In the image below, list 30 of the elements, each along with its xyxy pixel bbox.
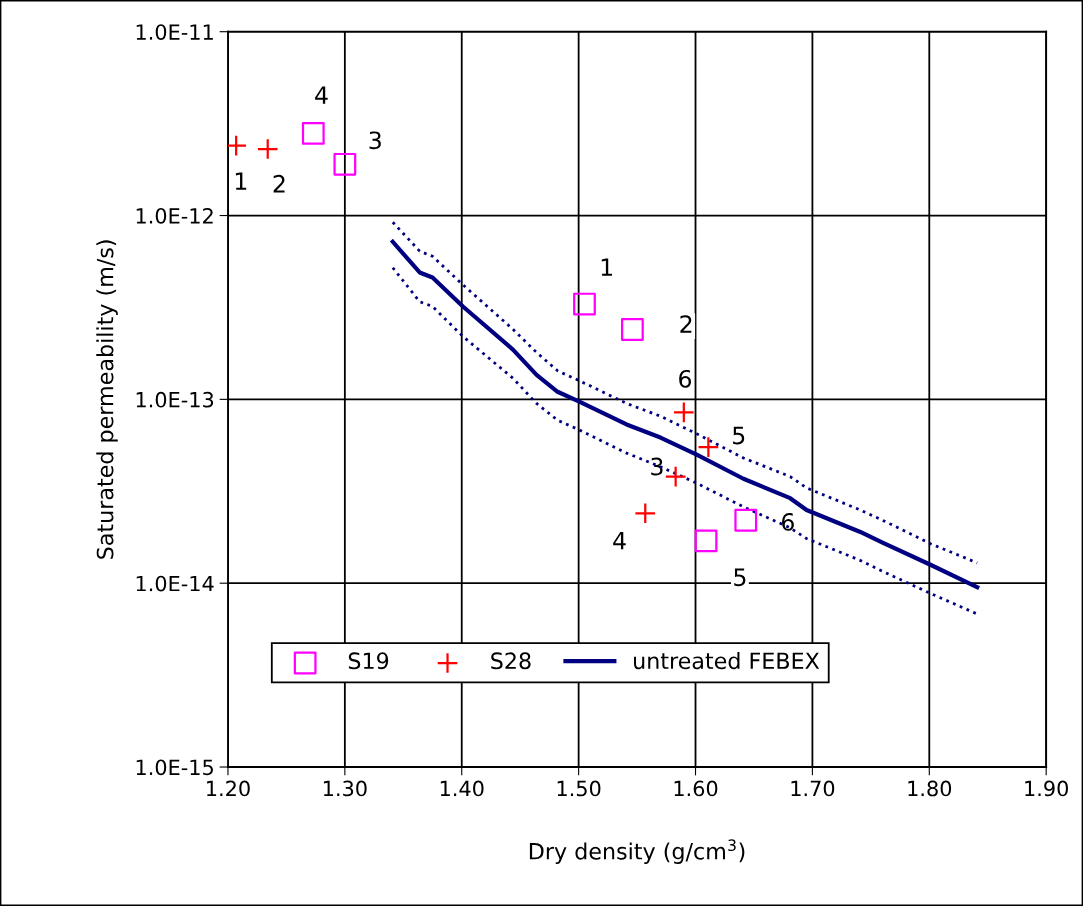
x-tick-label: 1.70 <box>791 780 835 797</box>
y-tick-label: 1.0E-15 <box>136 759 213 776</box>
y-axis-title: Saturated permeability (m/s) <box>96 240 118 559</box>
x-tick-label: 1.80 <box>908 780 952 797</box>
legend-label: S19 <box>348 652 389 670</box>
y-tick-label: 1.0E-13 <box>136 391 214 408</box>
x-tick-label: 1.50 <box>557 780 601 797</box>
x-axis-title: Dry density (g/cm$^{3}$) <box>529 839 745 864</box>
x-tick-label: 1.90 <box>1025 780 1068 797</box>
y-tick-label: 1.0E-12 <box>136 207 213 224</box>
annotation: 2 <box>273 174 285 193</box>
annotation: 4 <box>315 86 328 104</box>
annotation: 1 <box>601 258 613 276</box>
annotation: 3 <box>369 131 381 150</box>
annotation: 5 <box>734 568 746 587</box>
legend-label: untreated FEBEX <box>634 651 820 670</box>
legend-label: S28 <box>491 652 531 670</box>
x-tick-label: 1.60 <box>674 780 718 797</box>
annotation: 1 <box>235 172 247 190</box>
annotation: 5 <box>733 426 745 445</box>
annotation: 4 <box>613 532 626 550</box>
annotation: 6 <box>782 512 794 531</box>
annotation: 2 <box>680 315 692 333</box>
annotation: 6 <box>679 369 692 388</box>
x-tick-label: 1.20 <box>207 780 250 797</box>
x-tick-label: 1.40 <box>440 780 484 797</box>
y-tick-label: 1.0E-11 <box>136 24 213 40</box>
x-tick-label: 1.30 <box>323 780 367 797</box>
y-tick-label: 1.0E-14 <box>136 575 214 592</box>
annotation: 3 <box>651 457 663 476</box>
